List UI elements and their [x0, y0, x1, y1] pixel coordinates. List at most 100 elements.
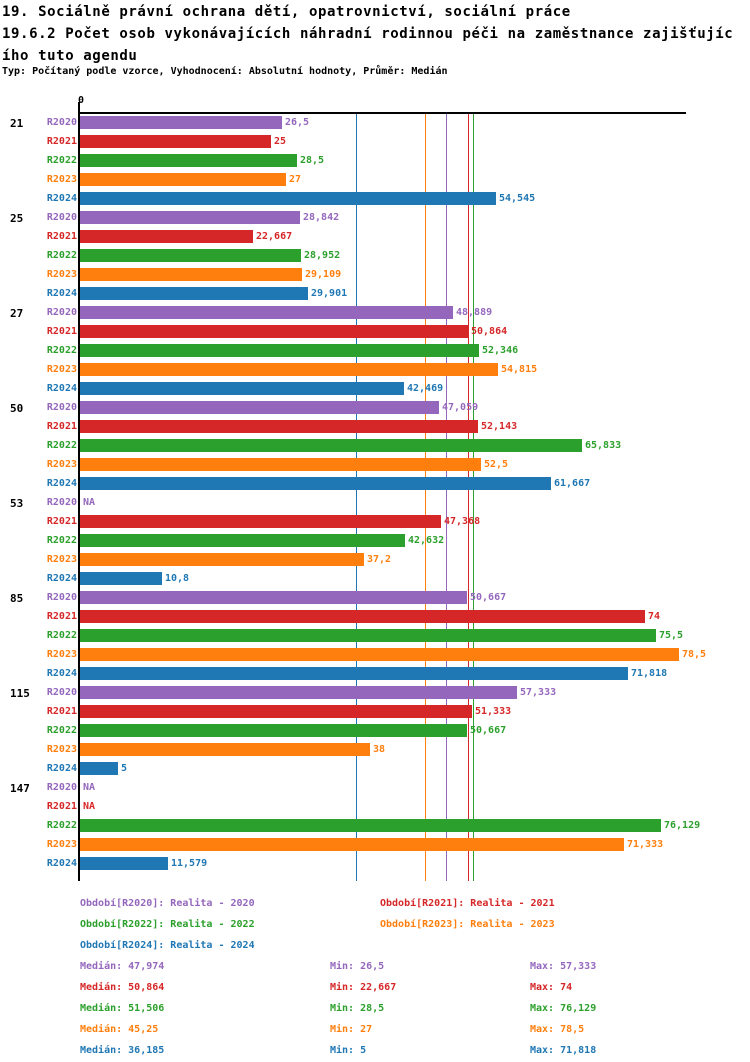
legend-item-2021: Období[R2021]: Realita - 2021 — [380, 898, 555, 909]
bar-R2024 — [80, 572, 162, 585]
series-year-label: R2022 — [46, 155, 77, 166]
bar-value-label: 50,667 — [470, 592, 507, 603]
category-label: 50 — [10, 402, 24, 415]
chart-title-line1: 19. Sociálně právní ochrana dětí, opatro… — [2, 4, 571, 20]
median-line-R2024 — [356, 114, 357, 881]
bar-value-label: 52,5 — [484, 459, 509, 470]
stat-min: Min: 5 — [330, 1045, 367, 1056]
category-label: 85 — [10, 592, 24, 605]
series-year-label: R2020 — [46, 307, 77, 318]
bar-value-label: 48,889 — [456, 307, 493, 318]
bar-R2024 — [80, 857, 168, 870]
bar-value-label: 76,129 — [664, 820, 701, 831]
category-label: 27 — [10, 307, 24, 320]
bar-R2024 — [80, 762, 118, 775]
series-year-label: R2021 — [46, 326, 77, 337]
bar-R2021 — [80, 230, 253, 243]
series-year-label: R2024 — [46, 763, 77, 774]
bar-R2021 — [80, 420, 478, 433]
legend-item-2022: Období[R2022]: Realita - 2022 — [80, 919, 255, 930]
bar-R2022 — [80, 819, 661, 832]
stat-median: Medián: 51,506 — [80, 1003, 165, 1014]
bar-value-label: 5 — [121, 763, 128, 774]
series-year-label: R2023 — [46, 554, 77, 565]
series-year-label: R2021 — [46, 231, 77, 242]
series-year-label: R2024 — [46, 288, 77, 299]
bar-R2020 — [80, 116, 282, 129]
bar-R2023 — [80, 173, 286, 186]
bar-R2023 — [80, 838, 624, 851]
bar-R2021 — [80, 135, 271, 148]
series-year-label: R2020 — [46, 592, 77, 603]
series-year-label: R2024 — [46, 193, 77, 204]
category-label: 53 — [10, 497, 24, 510]
bar-value-label: 37,2 — [367, 554, 392, 565]
bar-R2022 — [80, 724, 467, 737]
bar-value-label: 29,901 — [311, 288, 348, 299]
x-axis-line — [78, 112, 686, 114]
stat-median: Medián: 36,185 — [80, 1045, 165, 1056]
category-label: 115 — [10, 687, 30, 700]
chart-subtitle: Typ: Počítaný podle vzorce, Vyhodnocení:… — [2, 66, 448, 77]
bar-R2024 — [80, 192, 496, 205]
bar-value-label: 75,5 — [659, 630, 684, 641]
bar-R2023 — [80, 363, 498, 376]
median-line-R2023 — [425, 114, 426, 881]
bar-R2024 — [80, 287, 308, 300]
bar-value-na-label: NA — [83, 801, 96, 812]
bar-value-label: 57,333 — [520, 687, 557, 698]
bar-value-label: 27 — [289, 174, 302, 185]
bar-value-label: 22,667 — [256, 231, 293, 242]
series-year-label: R2024 — [46, 573, 77, 584]
series-year-label: R2023 — [46, 364, 77, 375]
series-year-label: R2021 — [46, 421, 77, 432]
series-year-label: R2024 — [46, 668, 77, 679]
median-line-R2021 — [468, 114, 469, 881]
bar-value-label: 38 — [373, 744, 386, 755]
y-axis-line — [78, 102, 80, 881]
bar-R2021 — [80, 515, 441, 528]
bar-value-label: 52,143 — [481, 421, 518, 432]
bar-value-label: 47,368 — [444, 516, 481, 527]
stat-median: Medián: 50,864 — [80, 982, 165, 993]
bar-R2020 — [80, 591, 467, 604]
bar-value-label: 28,842 — [303, 212, 340, 223]
median-line-R2022 — [473, 114, 474, 881]
bar-R2020 — [80, 211, 300, 224]
bar-value-label: 11,579 — [171, 858, 208, 869]
series-year-label: R2020 — [46, 497, 77, 508]
bar-R2020 — [80, 306, 453, 319]
series-year-label: R2021 — [46, 516, 77, 527]
bar-value-label: 50,864 — [471, 326, 508, 337]
bar-R2021 — [80, 610, 645, 623]
series-year-label: R2020 — [46, 212, 77, 223]
bar-R2023 — [80, 458, 481, 471]
chart-title-line2: 19.6.2 Počet osob vykonávajících náhradn… — [2, 26, 734, 42]
series-year-label: R2022 — [46, 820, 77, 831]
bar-R2021 — [80, 705, 472, 718]
bar-value-label: 28,952 — [304, 250, 341, 261]
bar-value-label: 65,833 — [585, 440, 622, 451]
series-year-label: R2022 — [46, 250, 77, 261]
stat-min: Min: 28,5 — [330, 1003, 385, 1014]
stat-max: Max: 71,818 — [530, 1045, 597, 1056]
series-year-label: R2023 — [46, 269, 77, 280]
chart-title-line3: ího tuto agendu — [2, 48, 138, 64]
series-year-label: R2021 — [46, 801, 77, 812]
stat-max: Max: 76,129 — [530, 1003, 597, 1014]
bar-R2020 — [80, 686, 517, 699]
bar-value-label: 52,346 — [482, 345, 519, 356]
bar-value-label: 71,818 — [631, 668, 668, 679]
series-year-label: R2022 — [46, 630, 77, 641]
stat-min: Min: 27 — [330, 1024, 373, 1035]
bar-value-label: 29,109 — [305, 269, 342, 280]
bar-R2024 — [80, 382, 404, 395]
bar-value-na-label: NA — [83, 782, 96, 793]
bar-R2022 — [80, 439, 582, 452]
bar-value-label: 47,059 — [442, 402, 479, 413]
series-year-label: R2020 — [46, 687, 77, 698]
stat-max: Max: 57,333 — [530, 961, 597, 972]
series-year-label: R2022 — [46, 440, 77, 451]
bar-value-na-label: NA — [83, 497, 96, 508]
